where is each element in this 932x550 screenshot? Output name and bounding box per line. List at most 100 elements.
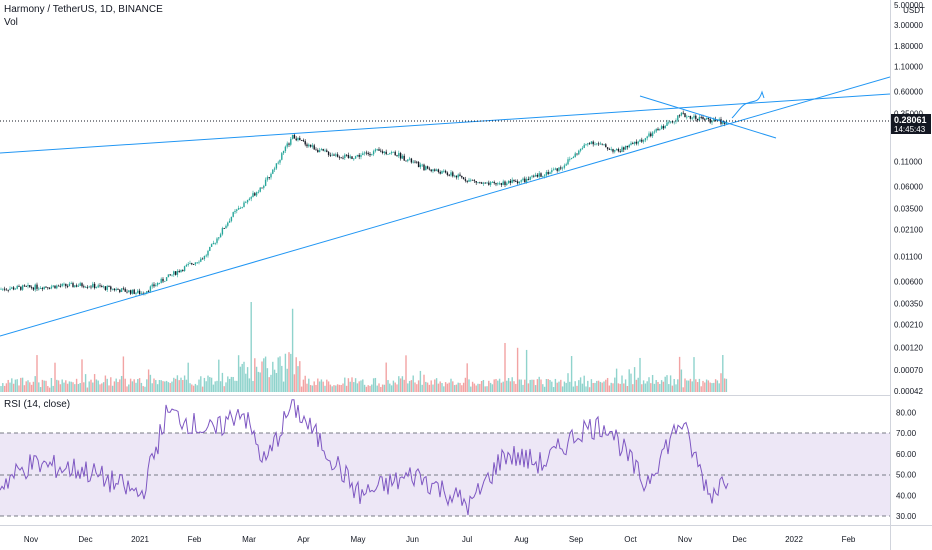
symbol-title[interactable]: Harmony / TetherUS, 1D, BINANCE — [4, 4, 163, 15]
candle-body — [30, 287, 33, 288]
candle-body — [578, 150, 580, 155]
volume-bar — [576, 385, 578, 392]
candle-body — [131, 289, 134, 294]
candle-body — [689, 116, 692, 119]
volume-bar — [138, 378, 141, 392]
volume-bar — [518, 379, 521, 392]
volume-bar — [291, 308, 294, 392]
candle-body — [405, 160, 407, 162]
trendlines[interactable] — [0, 76, 891, 337]
candle-body — [714, 119, 717, 121]
rsi-label[interactable]: RSI (14, close) — [4, 399, 71, 410]
volume-bar — [257, 371, 260, 392]
price-axis[interactable]: 5.000003.000001.800001.100000.600000.350… — [894, 1, 923, 396]
candle-body — [540, 173, 542, 177]
candle-body — [621, 147, 623, 152]
volume-bar — [529, 379, 531, 392]
candle-body — [261, 187, 263, 189]
volume-bar — [178, 380, 180, 392]
candle-body — [45, 286, 47, 288]
volume-bar — [722, 354, 724, 392]
candle-body — [693, 115, 695, 118]
volume-bar — [403, 379, 405, 392]
volume-bar — [317, 378, 319, 392]
candle-body — [201, 258, 204, 260]
candle-body — [347, 155, 350, 158]
volume-bar — [381, 384, 384, 392]
candle-body — [273, 168, 276, 170]
candle-body — [401, 155, 404, 159]
candle-body — [279, 159, 281, 163]
candle-body — [18, 286, 20, 287]
volume-bar — [651, 374, 654, 392]
descending-trendline[interactable] — [639, 95, 777, 139]
candle-body — [349, 156, 351, 158]
candle-body — [542, 176, 544, 178]
candle-body — [228, 220, 231, 223]
volume-bar — [569, 381, 571, 392]
candle-body — [412, 161, 414, 163]
candle-body — [268, 177, 270, 178]
candle-body — [396, 155, 398, 157]
upper-trendline[interactable] — [0, 93, 891, 154]
time-axis[interactable]: Nov Dec 2021 Feb Mar Apr May Jun Jul Aug Sep Oct Nov… — [24, 535, 856, 544]
candle-body — [164, 281, 166, 282]
price-tick-label: 0.00350 — [894, 300, 923, 309]
candle-body — [444, 170, 447, 173]
volume-bar — [187, 362, 189, 392]
volume-bar — [471, 381, 474, 392]
candle-body — [435, 169, 438, 171]
volume-bar — [666, 375, 668, 392]
candle-body — [576, 153, 578, 155]
volume-bar — [38, 382, 40, 392]
volume-bar — [675, 384, 677, 392]
candle-body — [452, 172, 454, 177]
candle-body — [374, 149, 377, 152]
volume-bar — [497, 380, 499, 392]
candle-body — [9, 288, 11, 291]
candle-body — [75, 285, 78, 287]
volume-bar — [378, 383, 380, 392]
volume-bar — [320, 379, 323, 392]
candle-body — [477, 182, 479, 184]
candle-body — [230, 216, 233, 221]
volume-bar — [108, 385, 110, 392]
candle-body — [673, 121, 675, 123]
candle-body — [398, 153, 400, 157]
volume-bar — [86, 387, 89, 392]
volume-bar — [457, 382, 459, 392]
volume-bar — [144, 386, 146, 392]
candle-body — [183, 266, 186, 271]
candle-body — [147, 291, 150, 292]
candle-body — [140, 293, 143, 295]
candle-body — [171, 274, 173, 276]
rsi-axis[interactable]: 80.00 70.00 60.00 50.00 40.00 30.00 — [896, 408, 917, 521]
volume-bar — [72, 382, 74, 392]
volume-bar — [657, 381, 659, 392]
lower-trendline[interactable] — [0, 76, 891, 337]
candle-body — [68, 283, 71, 287]
volume-bar — [489, 382, 492, 392]
candle-body — [210, 244, 213, 247]
candle-body — [475, 181, 477, 183]
candle-body — [34, 284, 36, 290]
candle-body — [466, 180, 468, 182]
candle-body — [612, 149, 614, 152]
candle-body — [470, 179, 472, 181]
candle-body — [354, 156, 357, 159]
volume-bar — [282, 381, 285, 392]
volume-bar — [642, 380, 645, 392]
candle-body — [515, 181, 517, 182]
volume-bar — [47, 386, 49, 392]
candle-body — [178, 271, 180, 273]
candle-body — [696, 118, 699, 121]
time-tick-label: Apr — [297, 535, 310, 544]
candle-body — [680, 112, 683, 116]
candle-body — [299, 137, 301, 141]
projection-path[interactable] — [731, 90, 765, 119]
volume-bar — [637, 377, 639, 392]
candle-body — [628, 144, 630, 148]
candle-body — [646, 136, 648, 139]
volume-bar — [417, 380, 420, 392]
